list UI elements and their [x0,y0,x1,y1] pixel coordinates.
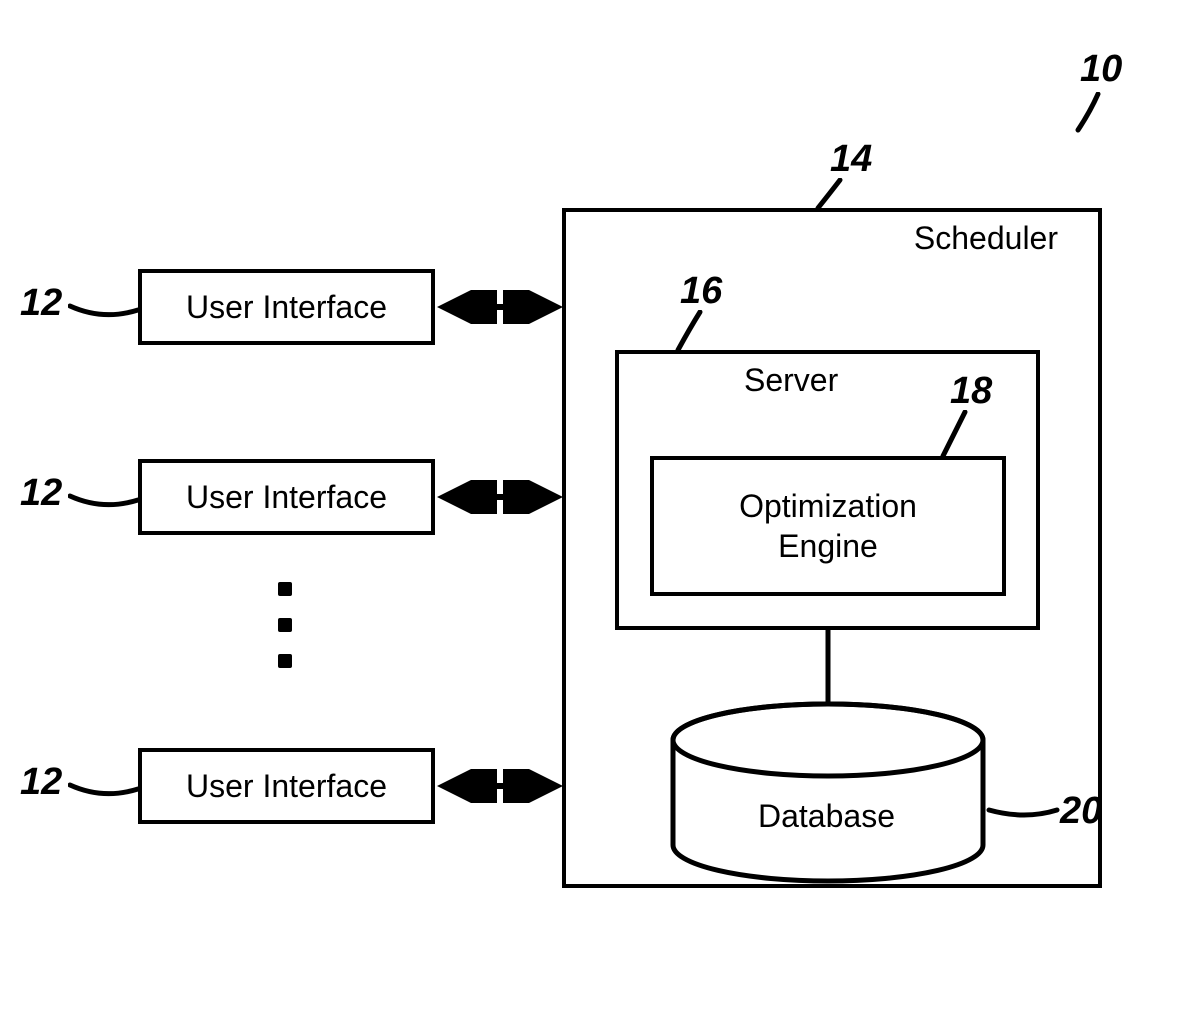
ui-box-2-text: User Interface [186,479,387,516]
server-title: Server [744,362,838,399]
ref-label-server: 16 [680,270,722,313]
dot [278,582,292,596]
arrow-2 [435,480,565,514]
engine-text: Optimization Engine [739,486,917,566]
arrow-3 [435,769,565,803]
lead-line-ui-3 [68,775,143,805]
arrow-1 [435,290,565,324]
ref-label-ui-1: 12 [20,282,62,325]
lead-line-ui-1 [68,296,143,326]
dot [278,654,292,668]
ui-box-1: User Interface [138,269,435,345]
ui-box-1-text: User Interface [186,289,387,326]
database-cylinder [668,700,988,890]
ellipsis-dots [278,582,292,668]
dot [278,618,292,632]
ref-label-system: 10 [1080,48,1122,91]
ui-box-3-text: User Interface [186,768,387,805]
ui-box-2: User Interface [138,459,435,535]
scheduler-title: Scheduler [914,220,1058,257]
ref-label-scheduler: 14 [830,138,872,181]
ref-label-engine: 18 [950,370,992,413]
lead-line-ui-2 [68,486,143,516]
lead-line-system [1070,92,1120,152]
ref-label-ui-2: 12 [20,472,62,515]
ref-label-database: 20 [1060,790,1102,833]
database-text: Database [758,798,895,835]
ui-box-3: User Interface [138,748,435,824]
lead-line-database [985,800,1065,840]
server-db-connector [824,630,832,706]
engine-box: Optimization Engine [650,456,1006,596]
ref-label-ui-3: 12 [20,761,62,804]
